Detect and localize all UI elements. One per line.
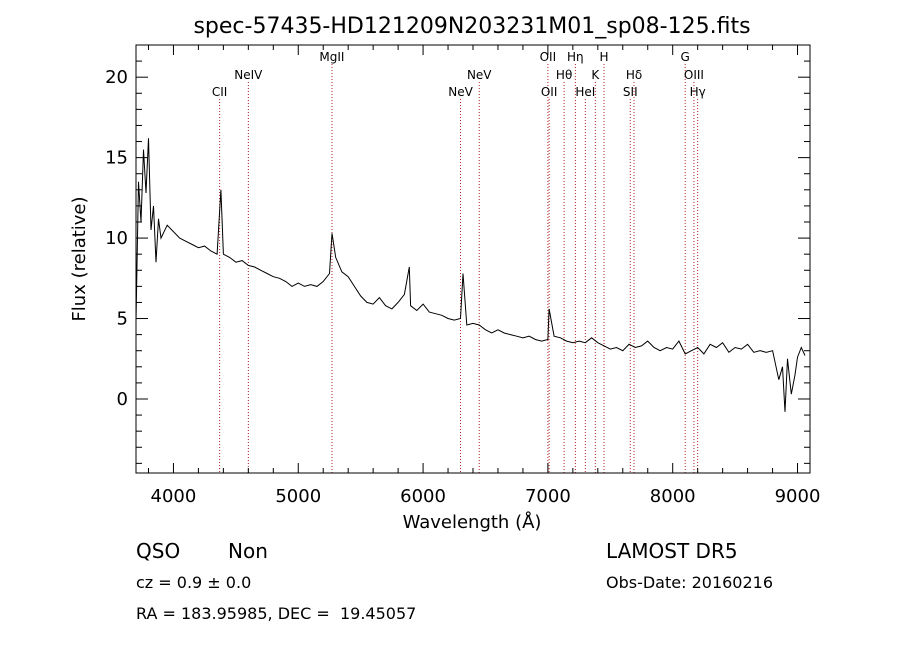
- x-tick-label-4: 8000: [650, 486, 696, 507]
- marker-label-8: Hη: [567, 50, 584, 64]
- y-tick-label-0: 0: [117, 389, 128, 410]
- marker-label-4: NeV: [467, 68, 492, 82]
- x-tick-label-0: 4000: [151, 486, 197, 507]
- spectrum-series: [135, 138, 806, 412]
- survey-label: LAMOST DR5: [606, 539, 738, 563]
- y-tick-label-4: 20: [105, 67, 128, 88]
- marker-label-10: K: [591, 68, 600, 82]
- chart-title: spec-57435-HD121209N203231M01_sp08-125.f…: [193, 14, 750, 39]
- spectrum-line-0: [135, 138, 806, 412]
- marker-label-11: H: [600, 50, 609, 64]
- obs-date: Obs-Date: 20160216: [606, 573, 774, 592]
- coords-readout: RA = 183.95985, DEC = 19.45057: [136, 604, 417, 623]
- y-tick-label-3: 15: [105, 148, 128, 169]
- marker-label-3: NeV: [448, 85, 473, 99]
- class-label: QSO: [136, 539, 181, 563]
- plot-frame: [135, 44, 811, 474]
- y-axis-label: Flux (relative): [69, 196, 90, 321]
- marker-label-6: OII: [541, 85, 558, 99]
- marker-label-5: OII: [540, 50, 557, 64]
- marker-label-9: HeI: [575, 85, 595, 99]
- marker-label-1: NeIV: [234, 68, 263, 82]
- marker-label-13: Hδ: [626, 68, 642, 82]
- marker-label-14: G: [681, 50, 690, 64]
- subclass-label: Non: [228, 539, 268, 563]
- x-tick-label-1: 5000: [275, 486, 321, 507]
- marker-label-15: OIII: [684, 68, 704, 82]
- x-tick-label-3: 7000: [525, 486, 571, 507]
- x-axis: 4000 5000 6000 7000 8000 9000: [147, 45, 821, 507]
- x-tick-label-2: 6000: [400, 486, 446, 507]
- y-tick-label-1: 5: [117, 309, 128, 330]
- cz-readout: cz = 0.9 ± 0.0: [136, 573, 252, 592]
- marker-label-12: SII: [623, 85, 638, 99]
- x-tick-label-5: 9000: [775, 486, 821, 507]
- x-axis-label: Wavelength (Å): [403, 511, 542, 533]
- y-axis: 0 5 10 15 20: [105, 44, 810, 464]
- y-tick-label-2: 10: [105, 228, 128, 249]
- marker-label-2: MgII: [319, 50, 344, 64]
- marker-label-16: Hγ: [690, 85, 706, 99]
- marker-label-0: CII: [212, 85, 227, 99]
- marker-label-7: Hθ: [556, 68, 572, 82]
- line-markers: CII NeIV MgII NeV NeV OII OII Hθ Hη HeI KH SII Hδ G OI…: [212, 50, 706, 473]
